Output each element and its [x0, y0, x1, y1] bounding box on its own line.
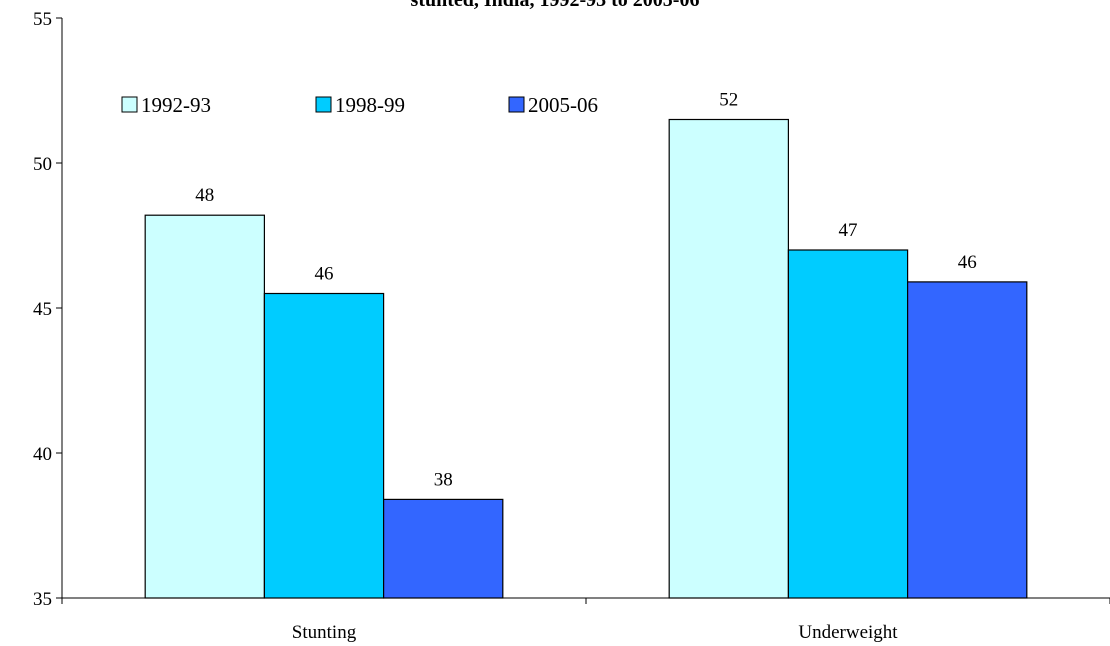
- bar: [263, 292, 385, 599]
- data-label: 47: [839, 220, 858, 241]
- data-label: 52: [719, 90, 738, 111]
- x-category-label: Stunting: [292, 622, 357, 643]
- data-labels: 48 46 38 52 47 46: [195, 90, 976, 491]
- y-tick-label: 40: [33, 444, 52, 465]
- legend-label: 2005-06: [528, 93, 598, 117]
- legend-label: 1992-93: [141, 93, 211, 117]
- legend-swatch: [121, 96, 138, 113]
- bar: [383, 498, 504, 599]
- y-tick-label: 45: [33, 299, 52, 320]
- legend-swatch: [315, 96, 332, 113]
- bar: [144, 214, 265, 599]
- y-tick-label: 35: [33, 589, 52, 610]
- y-tick-label: 50: [33, 154, 52, 175]
- bar: [787, 249, 909, 599]
- data-label: 46: [315, 264, 334, 285]
- bar: [907, 281, 1028, 599]
- y-tick-label: 55: [33, 9, 52, 30]
- data-label: 46: [958, 252, 977, 273]
- chart-title: stunted, India, 1992-93 to 2005-06: [411, 0, 700, 11]
- data-label: 38: [434, 469, 453, 490]
- bars: [144, 118, 1028, 599]
- legend-label: 1998-99: [335, 93, 405, 117]
- legend-swatch: [508, 96, 525, 113]
- x-category-label: Underweight: [798, 622, 898, 643]
- bar: [668, 118, 789, 599]
- legend: 1992-93 1998-99 2005-06: [121, 93, 598, 117]
- data-label: 48: [195, 185, 214, 206]
